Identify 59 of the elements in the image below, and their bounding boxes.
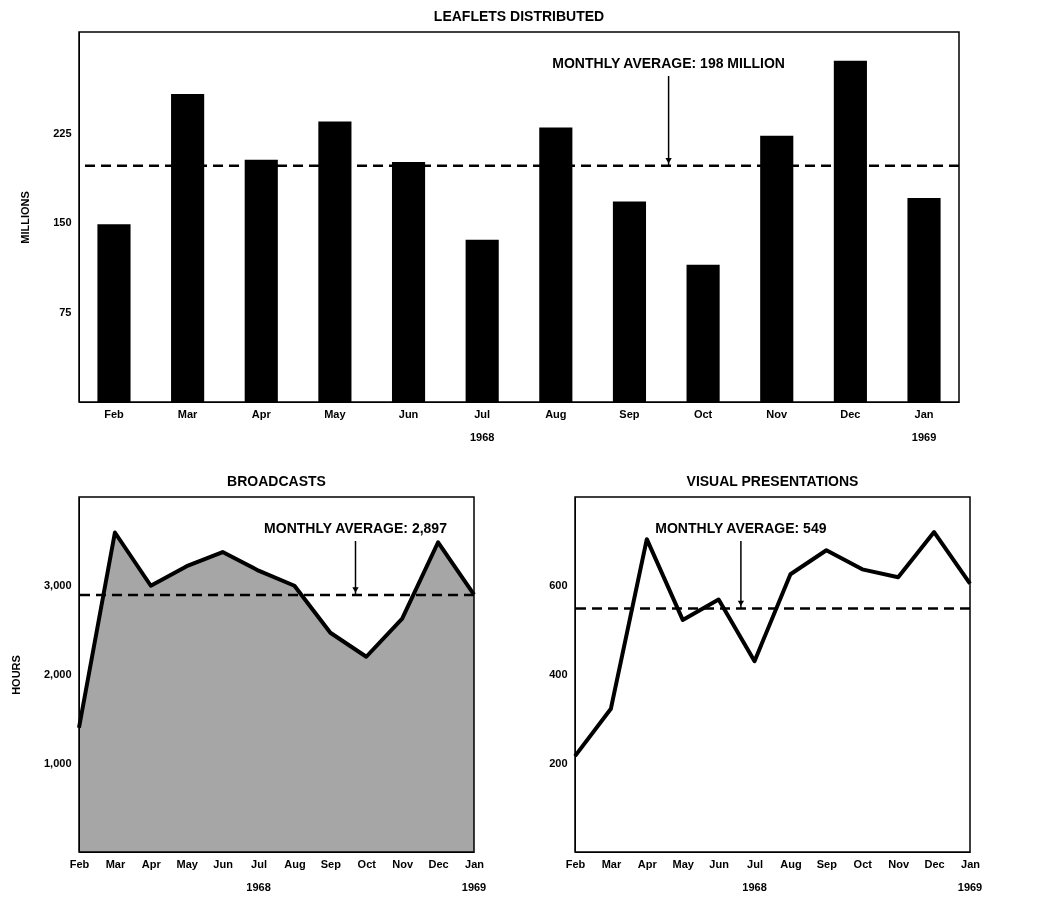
x-tick-label: Jun: [213, 857, 234, 870]
y-tick-label: 400: [549, 668, 568, 680]
y-tick-label: 600: [549, 579, 568, 592]
x-tick-label: Sep: [320, 857, 342, 870]
x-tick-label: May: [672, 857, 695, 870]
x-tick-label: May: [324, 407, 347, 420]
ref-line-label: MONTHLY AVERAGE: 198 MILLION: [552, 55, 785, 71]
x-tick-label: Apr: [141, 857, 162, 870]
chart-title: VISUAL PRESENTATIONS: [686, 473, 859, 489]
chart-title: LEAFLETS DISTRIBUTED: [433, 8, 605, 24]
x-tick-label: Mar: [105, 857, 126, 870]
x-tick-label: Dec: [924, 857, 945, 870]
ref-line-label: MONTHLY AVERAGE: 2,897: [264, 520, 448, 536]
x-tick-label: Apr: [637, 857, 658, 870]
text: 1969: [911, 431, 937, 443]
y-tick-label: 200: [549, 756, 568, 769]
x-tick-label: Feb: [565, 857, 586, 870]
x-tick-label: Nov: [766, 407, 789, 420]
x-tick-label: Jan: [465, 857, 485, 870]
x-tick-label: Oct: [357, 857, 377, 870]
text: 1968: [246, 881, 271, 893]
x-tick-label: Oct: [693, 407, 713, 420]
x-tick-label: Mar: [601, 857, 622, 870]
y-tick-label: 3,000: [43, 579, 72, 592]
x-tick-label: Dec: [428, 857, 449, 870]
x-tick-label: Aug: [284, 857, 306, 870]
y-tick-label: 1,000: [43, 756, 72, 769]
x-tick-label: Apr: [251, 407, 272, 420]
text: 1968: [469, 431, 495, 443]
x-tick-label: May: [176, 857, 199, 870]
x-tick-label: Jan: [961, 857, 981, 870]
x-tick-label: Jul: [251, 857, 267, 870]
x-tick-label: Jun: [709, 857, 730, 870]
x-tick-label: Dec: [840, 407, 861, 420]
y-axis-title: MILLIONS: [19, 191, 32, 244]
x-tick-label: Jan: [914, 407, 934, 420]
text: 1968: [742, 881, 767, 893]
x-tick-label: Jul: [474, 407, 491, 420]
x-tick-label: Sep: [816, 857, 838, 870]
x-tick-label: Nov: [392, 857, 414, 870]
x-tick-label: Aug: [780, 857, 802, 870]
x-tick-label: Jul: [747, 857, 763, 870]
y-axis-title: HOURS: [9, 655, 22, 695]
x-tick-label: Jun: [398, 407, 419, 420]
ref-line-label: MONTHLY AVERAGE: 549: [655, 520, 827, 536]
chart-title: BROADCASTS: [227, 473, 326, 489]
x-tick-label: Oct: [853, 857, 873, 870]
x-tick-label: Feb: [69, 857, 90, 870]
y-tick-label: 75: [59, 305, 72, 318]
x-tick-label: Mar: [177, 407, 199, 420]
y-tick-label: 225: [53, 126, 72, 139]
x-tick-label: Sep: [619, 407, 640, 420]
y-tick-label: 2,000: [43, 668, 72, 680]
x-tick-label: Nov: [888, 857, 910, 870]
text: 1969: [957, 881, 983, 893]
y-tick-label: 150: [53, 216, 72, 229]
x-tick-label: Feb: [104, 407, 125, 420]
x-tick-label: Aug: [545, 407, 567, 420]
text: 1969: [461, 881, 487, 893]
